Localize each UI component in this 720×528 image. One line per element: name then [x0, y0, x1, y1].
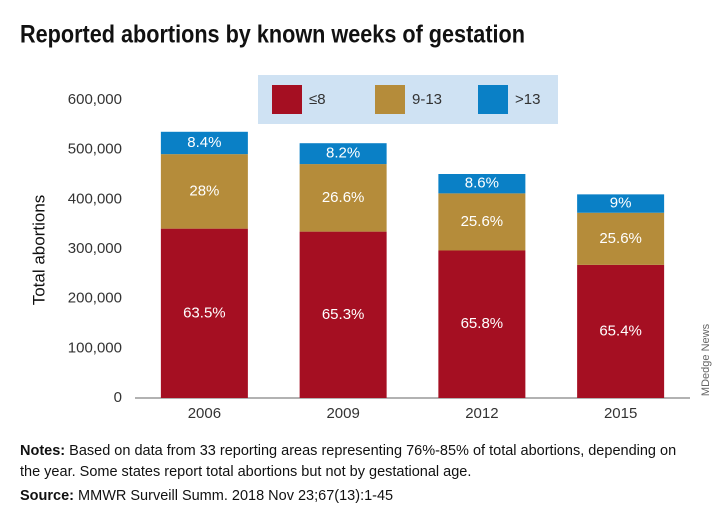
- source-label: Source:: [20, 488, 74, 504]
- y-tick-label: 200,000: [68, 290, 122, 307]
- legend-swatch: [272, 85, 302, 114]
- credit: MDedge News: [700, 323, 712, 396]
- data-label: 8.2%: [326, 145, 360, 162]
- source: Source: MMWR Surveill Summ. 2018 Nov 23;…: [20, 486, 700, 507]
- legend-swatch: [375, 85, 405, 114]
- data-label: 26.6%: [322, 189, 365, 206]
- data-label: 25.6%: [599, 230, 642, 247]
- legend-box: [258, 75, 558, 124]
- data-label: 65.4%: [599, 322, 642, 339]
- notes-label: Notes:: [20, 443, 66, 459]
- y-tick-label: 600,000: [68, 91, 122, 108]
- data-label: 28%: [189, 182, 219, 199]
- bar-segment: [160, 228, 248, 398]
- x-tick-label: 2012: [465, 405, 498, 422]
- data-label: 25.6%: [461, 213, 504, 230]
- y-tick-label: 500,000: [68, 141, 122, 158]
- data-label: 8.6%: [465, 175, 499, 192]
- data-label: 8.4%: [187, 134, 221, 151]
- x-tick-label: 2006: [188, 405, 221, 422]
- x-tick-label: 2009: [326, 405, 359, 422]
- legend-swatch: [478, 85, 508, 114]
- y-axis-label: Total abortions: [29, 195, 48, 306]
- x-tick-label: 2015: [604, 405, 637, 422]
- legend-label: 9-13: [412, 91, 442, 108]
- legend-label: >13: [515, 91, 540, 108]
- bar-segment: [577, 264, 665, 398]
- bar-segment: [577, 194, 665, 213]
- bar-segment: [299, 231, 387, 398]
- notes-text: Based on data from 33 reporting areas re…: [20, 443, 677, 480]
- data-label: 63.5%: [183, 304, 226, 321]
- y-tick-label: 300,000: [68, 240, 122, 257]
- y-tick-label: 400,000: [68, 190, 122, 207]
- source-text: MMWR Surveill Summ. 2018 Nov 23;67(13):1…: [78, 488, 394, 504]
- bar-segment: [299, 164, 387, 232]
- notes: Notes: Based on data from 33 reporting a…: [20, 441, 700, 483]
- bar-segment: [438, 250, 526, 398]
- y-tick-label: 100,000: [68, 339, 122, 356]
- data-label: 9%: [610, 195, 632, 212]
- bar-segment: [577, 212, 665, 265]
- bar-segment: [438, 174, 526, 194]
- y-tick-label: 0: [114, 389, 122, 406]
- legend-label: ≤8: [309, 91, 326, 108]
- data-label: 65.3%: [322, 306, 365, 323]
- bar-segment: [438, 193, 526, 251]
- data-label: 65.8%: [461, 315, 504, 332]
- bar-segment: [160, 131, 248, 155]
- bar-segment: [160, 154, 248, 229]
- bar-segment: [299, 143, 387, 165]
- chart-title: Reported abortions by known weeks of ges…: [20, 21, 525, 49]
